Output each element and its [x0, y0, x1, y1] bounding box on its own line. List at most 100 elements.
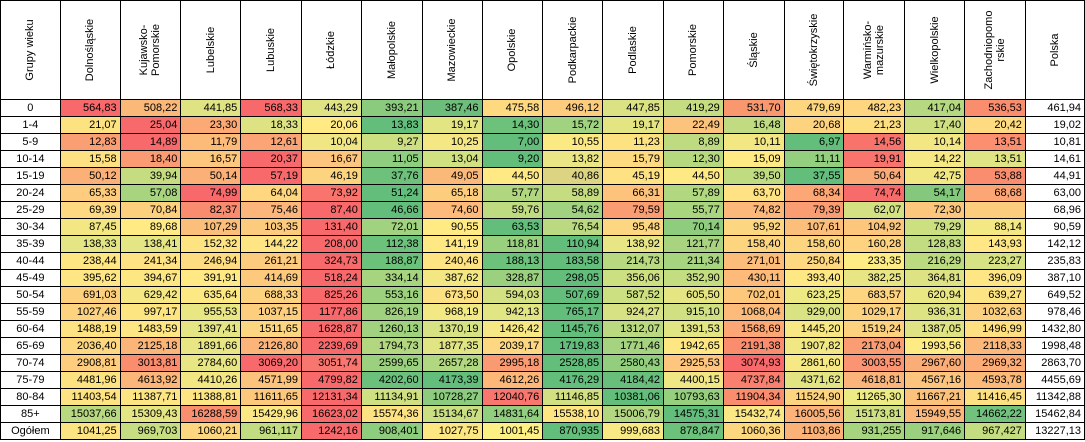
age-group-cell: 5-9 — [0, 133, 61, 151]
value-cell: 878,847 — [662, 422, 724, 440]
value-cell: 955,53 — [180, 303, 242, 321]
value-cell: 16,48 — [722, 116, 785, 134]
table-row: 0 564,83 508,22 441,85 568,33 443,29 393,21 387… — [0, 99, 1085, 117]
value-cell: 158,40 — [722, 235, 785, 253]
value-cell: 11387,71 — [119, 388, 182, 406]
value-cell: 10,55 — [542, 133, 604, 151]
value-cell: 929,00 — [783, 303, 845, 321]
value-cell: 57,19 — [240, 167, 303, 185]
table-row: 85+ 15037,66 15309,43 16288,59 15429,96 16623… — [0, 405, 1085, 423]
value-cell: 4618,81 — [843, 371, 906, 389]
table-row: 70-74 2908,81 3013,81 2784,60 3069,20 3051,74… — [0, 354, 1085, 372]
value-cell: 414,69 — [240, 269, 303, 287]
value-cell: 79,59 — [602, 201, 664, 219]
value-cell: 233,35 — [843, 252, 906, 270]
value-cell: 441,85 — [180, 99, 242, 117]
value-cell: 536,53 — [964, 99, 1026, 117]
value-cell: 564,83 — [59, 99, 121, 117]
value-cell: 3003,55 — [843, 354, 906, 372]
value-cell: 4567,16 — [904, 371, 966, 389]
value-cell: 10728,27 — [421, 388, 483, 406]
value-cell: 22,49 — [662, 116, 724, 134]
value-cell: 12131,34 — [301, 388, 362, 406]
value-cell: 11265,30 — [843, 388, 906, 406]
value-cell: 16005,56 — [783, 405, 845, 423]
value-cell: 4455,69 — [1024, 371, 1085, 389]
table-header: Grupy wieku Dolnośląskie Kujawsko- Pomor… — [0, 0, 1085, 100]
value-cell: 924,27 — [602, 303, 664, 321]
value-cell: 334,14 — [360, 269, 423, 287]
table-row: 40-44 238,44 241,34 246,94 261,21 324,73 188,8… — [0, 252, 1085, 270]
value-cell: 2039,17 — [481, 337, 544, 355]
age-group-cell: 15-19 — [0, 167, 61, 185]
table-row: 75-79 4481,96 4613,92 4410,26 4571,99 4799,82… — [0, 371, 1085, 389]
value-cell: 144,22 — [240, 235, 303, 253]
value-cell: 639,27 — [964, 286, 1026, 304]
value-cell: 1260,13 — [360, 320, 423, 338]
value-cell: 82,37 — [180, 201, 242, 219]
header-region: Pomorskie — [662, 0, 724, 100]
value-cell: 95,48 — [602, 218, 664, 236]
value-cell: 1483,59 — [119, 320, 182, 338]
value-cell: 89,68 — [119, 218, 182, 236]
value-cell: 683,57 — [843, 286, 906, 304]
value-cell: 620,94 — [904, 286, 966, 304]
value-cell: 387,10 — [1024, 269, 1085, 287]
value-cell: 12,83 — [59, 133, 121, 151]
value-cell: 518,24 — [301, 269, 362, 287]
value-cell: 11146,85 — [542, 388, 604, 406]
value-cell: 1029,17 — [843, 303, 906, 321]
header-region: Warmińsko- mazurskie — [843, 0, 906, 100]
value-cell: 4184,42 — [602, 371, 664, 389]
value-cell: 112,38 — [360, 235, 423, 253]
value-cell: 15,72 — [542, 116, 604, 134]
value-cell: 63,00 — [1024, 184, 1085, 202]
value-cell: 76,54 — [542, 218, 604, 236]
value-cell: 64,04 — [240, 184, 303, 202]
value-cell: 328,87 — [481, 269, 544, 287]
value-cell: 997,17 — [119, 303, 182, 321]
value-cell: 1511,65 — [240, 320, 303, 338]
value-cell: 969,703 — [119, 422, 182, 440]
value-cell: 37,76 — [360, 167, 423, 185]
value-cell: 59,76 — [481, 201, 544, 219]
header-region: Opolskie — [481, 0, 544, 100]
header-region-label: Mazowieckie — [446, 18, 459, 82]
value-cell: 246,94 — [180, 252, 242, 270]
value-cell: 931,255 — [843, 422, 906, 440]
value-cell: 3069,20 — [240, 354, 303, 372]
header-region: Podlaskie — [602, 0, 664, 100]
age-group-cell: 50-54 — [0, 286, 61, 304]
value-cell: 447,85 — [602, 99, 664, 117]
age-group-cell: 65-69 — [0, 337, 61, 355]
value-cell: 915,10 — [662, 303, 724, 321]
value-cell: 605,50 — [662, 286, 724, 304]
value-cell: 417,04 — [904, 99, 966, 117]
value-cell: 15,09 — [722, 150, 785, 168]
value-cell: 143,93 — [964, 235, 1026, 253]
value-cell: 271,01 — [722, 252, 785, 270]
header-region: Śląskie — [722, 0, 785, 100]
table-row: 50-54 691,03 629,42 635,64 688,33 825,26 553,1… — [0, 286, 1085, 304]
value-cell: 107,61 — [783, 218, 845, 236]
value-cell: 19,91 — [843, 150, 906, 168]
header-region-label: Lubuskie — [265, 27, 278, 73]
table-body: 0 564,83 508,22 441,85 568,33 443,29 393,21 387… — [0, 99, 1085, 440]
value-cell: 104,92 — [843, 218, 906, 236]
value-cell: 649,52 — [1024, 286, 1085, 304]
value-cell: 53,88 — [964, 167, 1026, 185]
value-cell: 11403,54 — [59, 388, 121, 406]
value-cell: 14,22 — [904, 150, 966, 168]
value-cell: 188,13 — [481, 252, 544, 270]
value-cell: 46,19 — [301, 167, 362, 185]
value-cell: 2126,80 — [240, 337, 303, 355]
header-region: Kujawsko- Pomorskie — [119, 0, 182, 100]
header-region: Polska — [1024, 0, 1085, 100]
value-cell: 12,61 — [240, 133, 303, 151]
age-group-cell: Ogółem — [0, 422, 61, 440]
value-cell: 19,17 — [602, 116, 664, 134]
value-cell: 2173,04 — [843, 337, 906, 355]
value-cell: 691,03 — [59, 286, 121, 304]
age-group-cell: 1-4 — [0, 116, 61, 134]
value-cell: 3074,93 — [722, 354, 785, 372]
